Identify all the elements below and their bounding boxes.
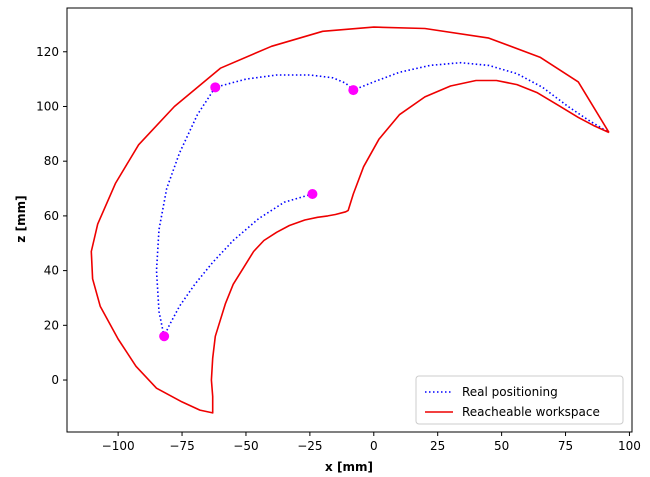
y-tick-label: 60: [44, 209, 59, 223]
y-tick-label: 120: [36, 45, 59, 59]
y-axis-label: z [mm]: [14, 195, 28, 242]
plot-frame: [66, 7, 633, 433]
y-tick-label: 40: [44, 264, 59, 278]
legend-box: [415, 375, 624, 425]
y-tick-label: 0: [51, 373, 59, 387]
series-real-positioning: [155, 61, 610, 338]
axis-ticks: −100 −75 −50 −25 0 25 50 75 100 0 20 40 60 80 100 120: [36, 45, 641, 453]
legend-label-reacheable-workspace: Reacheable workspace: [462, 405, 600, 419]
x-tick-label: 50: [494, 439, 509, 453]
waypoint-marker: [307, 189, 318, 200]
y-tick-label: 100: [36, 99, 59, 113]
series-reacheable-workspace: [90, 26, 610, 414]
waypoint-marker: [210, 82, 221, 93]
x-tick-label: −25: [297, 439, 322, 453]
x-tick-label: 100: [618, 439, 641, 453]
x-tick-label: 25: [430, 439, 445, 453]
waypoint-marker: [348, 85, 359, 96]
legend-label-real-positioning: Real positioning: [462, 385, 558, 399]
y-tick-label: 20: [44, 318, 59, 332]
x-tick-label: −100: [102, 439, 135, 453]
legend: Real positioning Reacheable workspace: [415, 375, 624, 425]
x-tick-label: 75: [558, 439, 573, 453]
y-tick-label: 80: [44, 154, 59, 168]
x-tick-label: 0: [370, 439, 378, 453]
x-tick-label: −50: [233, 439, 258, 453]
plot-content: [90, 26, 610, 414]
waypoint-marker: [159, 331, 170, 342]
x-axis-label: x [mm]: [325, 460, 373, 474]
x-tick-label: −75: [169, 439, 194, 453]
